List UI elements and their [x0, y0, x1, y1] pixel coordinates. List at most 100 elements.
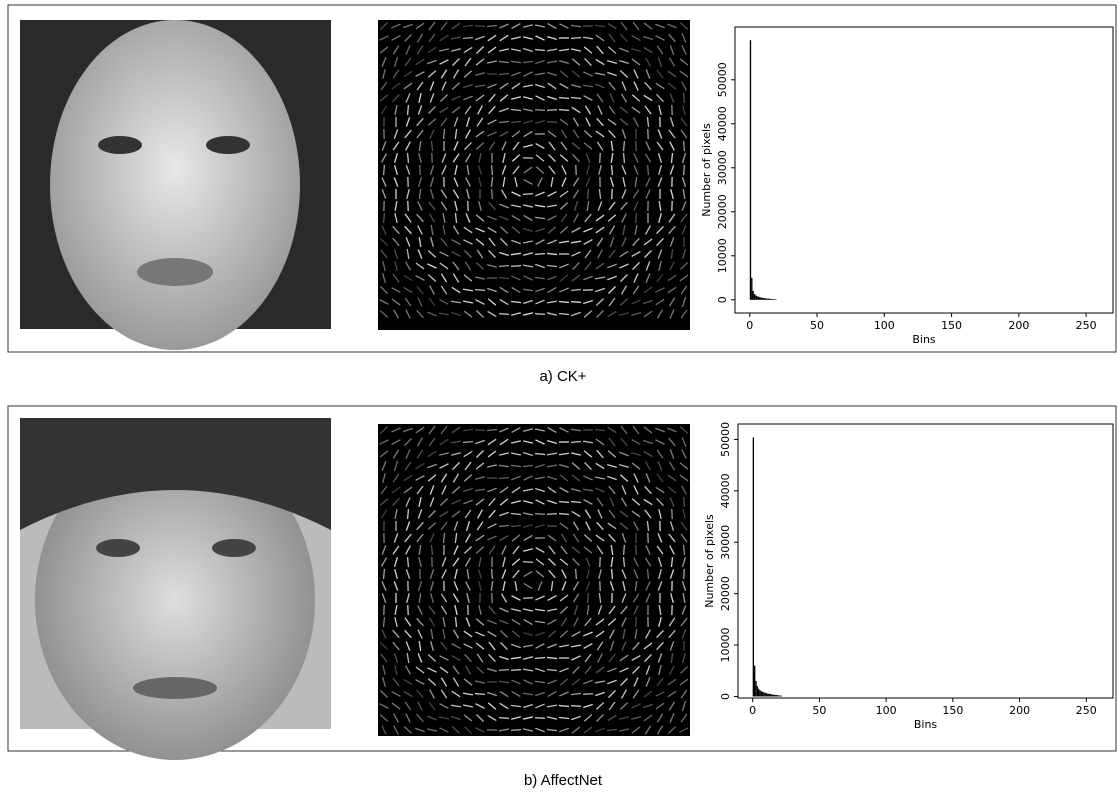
bar: [751, 278, 752, 300]
bar: [757, 296, 758, 300]
hog-stroke: [408, 105, 409, 115]
x-tick-label: 150: [941, 319, 962, 332]
plot-frame: [735, 27, 1113, 313]
bar: [757, 686, 758, 696]
hog-stroke: [535, 658, 545, 659]
hog-stroke: [600, 153, 601, 163]
bar: [767, 694, 768, 697]
x-tick-label: 250: [1076, 319, 1097, 332]
bar: [765, 693, 766, 697]
bar: [754, 294, 755, 300]
hog-stroke: [684, 93, 685, 103]
hog-image: [378, 20, 690, 330]
hog-stroke: [684, 165, 685, 175]
hog-stroke: [408, 509, 409, 519]
bar: [773, 695, 774, 697]
hog-stroke: [636, 545, 637, 555]
hog-stroke: [511, 670, 521, 671]
hog-stroke: [511, 730, 521, 731]
hog-stroke: [535, 254, 545, 255]
x-tick-label: 150: [942, 704, 963, 717]
x-tick-label: 0: [749, 704, 756, 717]
bar: [758, 297, 759, 300]
hog-stroke: [684, 141, 685, 151]
bar: [777, 695, 778, 696]
hog-stroke: [684, 545, 685, 555]
hog-stroke: [559, 302, 569, 303]
bar: [753, 437, 754, 696]
caption: a) CK+: [539, 368, 586, 385]
bar: [762, 298, 763, 300]
bar: [771, 694, 772, 696]
y-tick-label: 20000: [716, 194, 729, 229]
y-tick-label: 40000: [716, 106, 729, 141]
bar: [755, 681, 756, 696]
hog-stroke: [384, 213, 385, 223]
hog-stroke: [636, 213, 637, 223]
hog-stroke: [408, 201, 409, 211]
caption: b) AffectNet: [524, 772, 603, 789]
hog-stroke: [648, 569, 649, 579]
bar: [781, 696, 782, 697]
y-tick-label: 40000: [719, 473, 732, 508]
x-tick-label: 100: [874, 319, 895, 332]
hog-stroke: [684, 569, 685, 579]
hog-stroke: [624, 141, 625, 151]
y-tick-label: 10000: [719, 628, 732, 663]
hog-stroke: [475, 26, 485, 27]
hog-stroke: [535, 454, 545, 455]
hog-stroke: [624, 153, 625, 163]
y-tick-label: 30000: [716, 150, 729, 185]
hog-stroke: [463, 442, 473, 443]
hog-stroke: [492, 569, 493, 579]
bar: [779, 695, 780, 696]
bar: [770, 299, 771, 300]
bar: [765, 298, 766, 300]
bar: [754, 666, 755, 697]
hog-stroke: [463, 38, 473, 39]
bar: [758, 689, 759, 697]
bar: [752, 291, 753, 300]
hog-stroke: [499, 670, 509, 671]
hog-stroke: [499, 74, 509, 75]
hog-stroke: [559, 502, 569, 503]
x-tick-label: 50: [812, 704, 826, 717]
hog-stroke: [523, 598, 533, 599]
hog-stroke: [559, 98, 569, 99]
y-axis-label: Number of pixels: [700, 123, 713, 217]
bar: [769, 299, 770, 300]
hog-stroke: [420, 165, 421, 175]
y-axis-label: Number of pixels: [703, 514, 716, 608]
hog-stroke: [499, 718, 509, 719]
hog-stroke: [492, 593, 493, 603]
y-tick-label: 10000: [716, 238, 729, 273]
hog-stroke: [547, 526, 557, 527]
bar: [759, 297, 760, 300]
figure: a) CK+ 0 50 100 150 200 250 0 10000 20000 30000 400…: [0, 0, 1118, 794]
hog-stroke: [684, 497, 685, 507]
hog-stroke: [576, 569, 577, 579]
hog-stroke: [475, 430, 485, 431]
hog-stroke: [559, 110, 569, 111]
bar: [778, 695, 779, 696]
bar: [766, 298, 767, 299]
bar: [761, 298, 762, 300]
bar: [771, 299, 772, 300]
hog-stroke: [523, 194, 533, 195]
bar: [763, 692, 764, 696]
face-photo: [20, 418, 331, 760]
hog-stroke: [648, 165, 649, 175]
hog-stroke: [492, 189, 493, 199]
hog-stroke: [559, 706, 569, 707]
y-tick-label: 0: [716, 296, 729, 303]
hog-stroke: [499, 478, 509, 479]
x-tick-label: 50: [810, 319, 824, 332]
x-tick-label: 200: [1009, 704, 1030, 717]
hog-stroke: [535, 50, 545, 51]
x-tick-label: 250: [1076, 704, 1097, 717]
bar: [755, 295, 756, 299]
hog-stroke: [636, 617, 637, 627]
hog-stroke: [547, 110, 557, 111]
x-axis-label: Bins: [912, 333, 936, 346]
bar: [773, 299, 774, 300]
